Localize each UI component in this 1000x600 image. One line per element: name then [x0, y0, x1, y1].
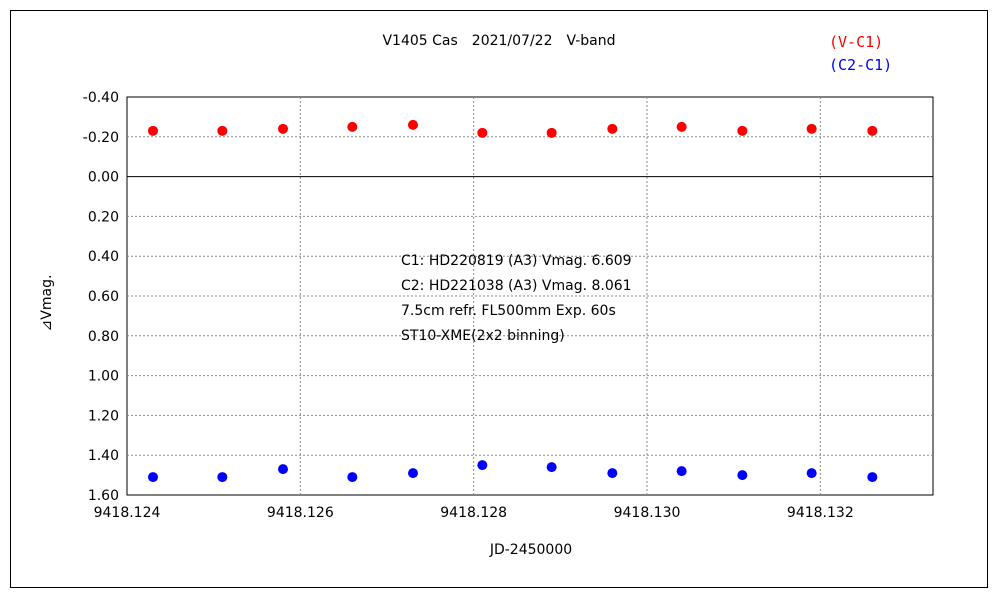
legend-entry-c2-c1: (C2-C1)	[829, 56, 892, 74]
v-c1-point	[408, 119, 418, 130]
chart-frame: V1405 Cas 2021/07/22 V-band (V-C1) (C2-C…	[10, 10, 988, 588]
chart-svg: V1405 Cas 2021/07/22 V-band (V-C1) (C2-C…	[39, 33, 934, 558]
v-c1-point	[148, 125, 158, 136]
v-c1-point	[217, 125, 228, 136]
c2-c1-point	[806, 468, 817, 479]
y-tick-label: 1.40	[88, 448, 119, 464]
c2-c1-point	[408, 468, 418, 479]
v-c1-point	[806, 123, 817, 134]
y-tick-label: -0.20	[83, 130, 119, 146]
y-tick-label: 0.80	[88, 329, 119, 345]
v-c1-point	[737, 125, 748, 136]
y-tick-label: 0.00	[88, 170, 119, 186]
c2-c1-point	[278, 464, 288, 475]
v-c1-point	[867, 125, 878, 136]
x-tick-label: 9418.130	[614, 505, 681, 521]
v-c1-point	[607, 123, 618, 134]
c2-c1-point	[676, 466, 687, 477]
c2-c1-point	[148, 472, 158, 483]
c2-c1-point	[217, 472, 228, 483]
data-points	[148, 119, 878, 483]
legend-entry-v-c1: (V-C1)	[829, 33, 883, 51]
x-tick-label: 9418.132	[787, 505, 854, 521]
y-tick-label: 0.40	[88, 249, 119, 265]
y-tick-label: 1.60	[88, 488, 119, 504]
v-c1-point	[546, 127, 557, 138]
grid-lines	[127, 97, 933, 495]
annotation-telescope: 7.5cm refr. FL500mm Exp. 60s	[401, 303, 616, 319]
c2-c1-point	[546, 462, 557, 473]
y-tick-label: -0.40	[83, 90, 119, 106]
y-tick-label: 1.20	[88, 408, 119, 424]
c2-c1-point	[607, 468, 618, 479]
plot-area	[126, 96, 934, 496]
x-axis-ticks: 9418.124 9418.126 9418.128 9418.130 9418.132	[94, 505, 854, 521]
annotation-c1: C1: HD220819 (A3) Vmag. 6.609	[401, 253, 632, 269]
y-axis-ticks: -0.40 -0.20 0.00 0.20 0.40 0.60 0.80 1.00 1.20 1.…	[83, 90, 119, 504]
x-tick-label: 9418.124	[94, 505, 161, 521]
y-axis-label: ⊿Vmag.	[39, 275, 55, 332]
y-tick-label: 1.00	[88, 369, 119, 385]
x-tick-label: 9418.128	[440, 505, 507, 521]
chart-title: V1405 Cas 2021/07/22 V-band	[382, 33, 615, 49]
c2-c1-point	[737, 470, 748, 481]
y-tick-label: 0.60	[88, 289, 119, 305]
v-c1-point	[347, 121, 358, 132]
v-c1-point	[477, 127, 488, 138]
c2-c1-point	[477, 460, 488, 471]
x-tick-label: 9418.126	[267, 505, 334, 521]
c2-c1-point	[347, 472, 358, 483]
v-c1-point	[676, 121, 687, 132]
x-axis-label: JD-2450000	[489, 542, 572, 558]
c2-c1-point	[867, 472, 878, 483]
v-c1-point	[278, 123, 288, 134]
annotation-camera: ST10-XME(2x2 binning)	[401, 328, 565, 344]
annotation-c2: C2: HD221038 (A3) Vmag. 8.061	[401, 278, 632, 294]
y-tick-label: 0.20	[88, 209, 119, 225]
